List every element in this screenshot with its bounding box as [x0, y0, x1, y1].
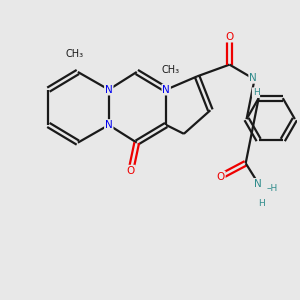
Text: N: N: [105, 120, 113, 130]
Text: O: O: [217, 172, 225, 182]
Text: N: N: [249, 73, 257, 83]
Text: CH₃: CH₃: [161, 65, 180, 76]
Text: –H: –H: [267, 184, 278, 193]
Text: H: H: [259, 199, 265, 208]
Text: H: H: [253, 88, 260, 97]
Text: N: N: [162, 85, 170, 94]
Text: O: O: [225, 32, 234, 42]
Text: O: O: [127, 166, 135, 176]
Text: CH₃: CH₃: [66, 49, 84, 59]
Text: N: N: [105, 85, 113, 94]
Text: N: N: [254, 179, 261, 189]
